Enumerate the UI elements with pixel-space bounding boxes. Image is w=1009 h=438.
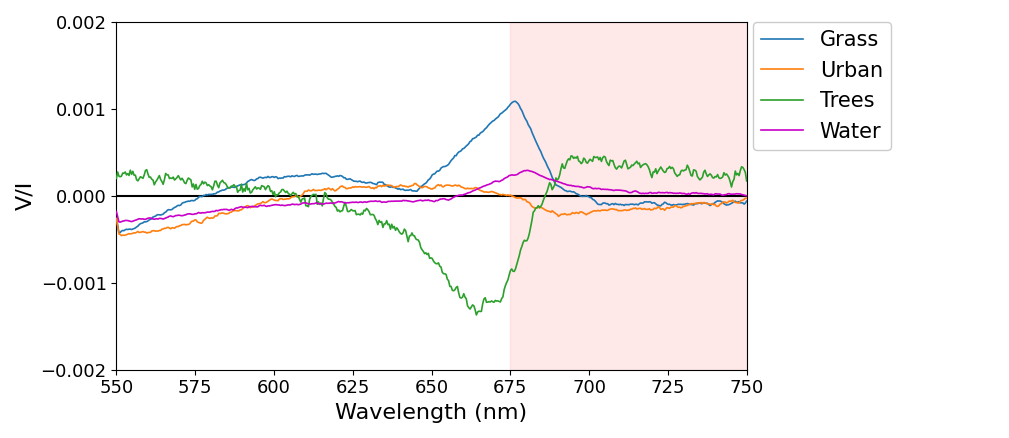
Trees: [727, 177, 740, 182]
Trees: [410, 236, 422, 241]
Trees: [565, 153, 577, 159]
Water: [630, 188, 642, 194]
Water: [411, 198, 423, 203]
Grass: [510, 99, 522, 104]
Urban: [727, 199, 740, 205]
Trees: [451, 284, 463, 289]
Trees: [630, 160, 642, 166]
Trees: [470, 312, 482, 318]
Grass: [741, 198, 753, 204]
Y-axis label: V/I: V/I: [15, 181, 35, 211]
Grass: [630, 201, 642, 207]
Line: Urban: Urban: [116, 184, 747, 236]
Grass: [415, 184, 427, 189]
Urban: [630, 205, 642, 211]
Grass: [411, 188, 423, 194]
Urban: [454, 183, 466, 188]
Water: [741, 193, 753, 198]
Urban: [741, 196, 753, 201]
X-axis label: Wavelength (nm): Wavelength (nm): [335, 403, 528, 423]
Trees: [414, 240, 426, 245]
Urban: [115, 233, 127, 238]
Water: [727, 191, 740, 197]
Water: [110, 209, 122, 214]
Legend: Grass, Urban, Trees, Water: Grass, Urban, Trees, Water: [753, 22, 891, 150]
Line: Grass: Grass: [116, 101, 747, 233]
Urban: [110, 216, 122, 221]
Grass: [486, 118, 498, 124]
Line: Trees: Trees: [116, 156, 747, 315]
Trees: [486, 299, 498, 304]
Bar: [511, 22, 747, 370]
Water: [453, 193, 465, 198]
Grass: [727, 199, 740, 204]
Water: [415, 198, 427, 203]
Grass: [113, 230, 125, 235]
Urban: [413, 183, 425, 188]
Grass: [453, 149, 465, 155]
Trees: [741, 178, 753, 184]
Line: Water: Water: [116, 170, 747, 222]
Urban: [416, 185, 428, 191]
Water: [521, 168, 533, 173]
Water: [114, 219, 126, 225]
Trees: [110, 176, 122, 181]
Water: [486, 180, 498, 185]
Urban: [488, 190, 500, 195]
Grass: [110, 216, 122, 221]
Urban: [409, 181, 421, 186]
